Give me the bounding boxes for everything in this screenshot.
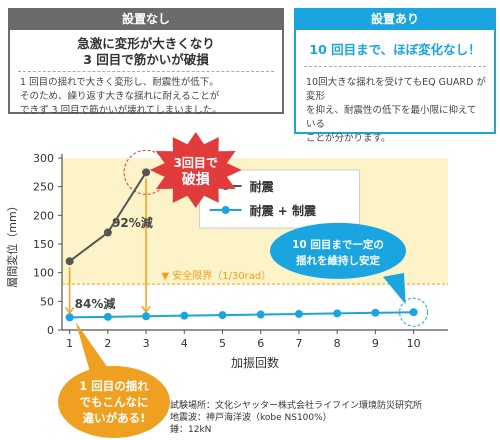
data-point [333,309,342,318]
data-point [142,168,151,177]
without-device-box: 設置なし 急激に変形が大きくなり 3 回目で筋かいが破損 1 回目の揺れで大きく… [8,8,284,116]
note-line: 錘：12kN [170,425,212,435]
failure-burst-shape [149,132,242,208]
with-device-headline: 10 回目まで、ほぼ変化なし！ [309,42,481,57]
difference-bubble-tail [75,322,108,372]
legend-label: 耐震 + 制震 [250,203,317,218]
note-line: 地震波：神戸海洋波（kobe NS100%） [170,413,332,423]
without-device-headline: 急激に変形が大きくなり 3 回目で筋かいが破損 [18,36,274,68]
without-device-body: 1 回目の揺れで大きく変形し、耐震性が低下。 そのため、繰り返す大きな揺れに耐え… [20,76,274,118]
difference-bubble-line: 違いがある! [83,411,146,425]
x-tick-label: 4 [181,337,188,350]
x-tick-label: 8 [334,337,341,350]
data-point [409,308,418,317]
body-line: できず 3 回目で筋かいが壊れてしまいました。 [20,105,222,116]
data-point [142,312,151,321]
data-point [371,308,380,317]
series-line-seismic-damping [69,311,414,319]
x-tick-label: 9 [372,337,379,350]
x-tick-label: 5 [219,337,226,350]
reduction-label-1: 84%減 [75,296,116,311]
legend-swatch-dot [221,206,230,214]
y-tick-label: 0 [47,324,54,337]
x-tick-label: 7 [295,337,302,350]
data-point [65,257,74,266]
stable-bubble-tail [383,272,406,305]
divider [18,71,274,72]
divider [304,66,486,67]
legend-label: 耐震 [250,179,275,194]
body-line: ことが分かります。 [306,133,391,144]
x-tick-label: 6 [257,337,264,350]
difference-bubble [58,366,170,438]
x-axis-title: 加振回数 [231,355,279,370]
data-point [103,228,112,237]
reduction-arrowhead-3 [141,305,151,314]
data-point [256,310,265,319]
stable-highlight-circle [399,297,429,327]
failure-burst-line: 3回目で [174,156,218,170]
data-point [218,311,227,320]
stable-bubble [270,222,406,279]
with-device-body: 10回大きな揺れを受けてもEQ GUARD が変形 を抑え、耐震性の低下を最小限… [306,76,486,146]
body-line: 10回大きな揺れを受けてもEQ GUARD が変形 [306,77,486,102]
y-tick-label: 200 [33,209,54,222]
difference-bubble-line: でもこんなに [80,395,149,409]
body-line: を抑え、耐震性の低下を最小限に抑えている [306,105,477,130]
test-conditions-note: 試験場所：文化シヤッター株式会社ライフイン環境防災研究所 地震波：神戸海洋波（k… [170,400,422,436]
with-device-box: 設置あり 10 回目まで、ほぼ変化なし！ 10回大きな揺れを受けてもEQ GUA… [294,8,496,144]
y-axis-title: 層間変位（mm） [5,200,19,287]
y-tick-label: 100 [33,267,54,280]
body-line: そのため、繰り返す大きな揺れに耐えることが [20,91,220,102]
body-line: 1 回目の揺れで大きく変形し、耐震性が低下。 [20,77,219,88]
headline-line: 急激に変形が大きくなり [77,36,215,51]
stable-bubble-line: 10 回目まで一定の [292,238,384,251]
data-point [65,313,74,322]
without-device-tag: 設置なし [10,8,282,30]
y-tick-label: 250 [33,181,54,194]
x-tick-label: 10 [407,337,421,350]
difference-bubble-line: 1 回目の揺れ [79,379,149,393]
data-point [180,311,189,320]
data-point [294,309,303,318]
stable-bubble-line: 揺れを維持し安定 [296,254,380,267]
failure-burst-line: 破損 [182,171,211,188]
y-tick-label: 50 [40,295,54,308]
headline-line: 3 回目で筋かいが破損 [83,52,209,67]
safety-limit-label: ▼ 安全限界（1/30rad） [161,269,271,282]
x-tick-label: 1 [66,337,73,350]
x-tick-label: 2 [104,337,111,350]
y-tick-label: 150 [33,238,54,251]
y-tick-label: 300 [33,152,54,165]
with-device-tag: 設置あり [296,8,494,30]
reduction-label-3: 92%減 [112,215,153,230]
x-tick-label: 3 [143,337,150,350]
data-point [103,312,112,321]
note-line: 試験場所：文化シヤッター株式会社ライフイン環境防災研究所 [170,401,423,411]
